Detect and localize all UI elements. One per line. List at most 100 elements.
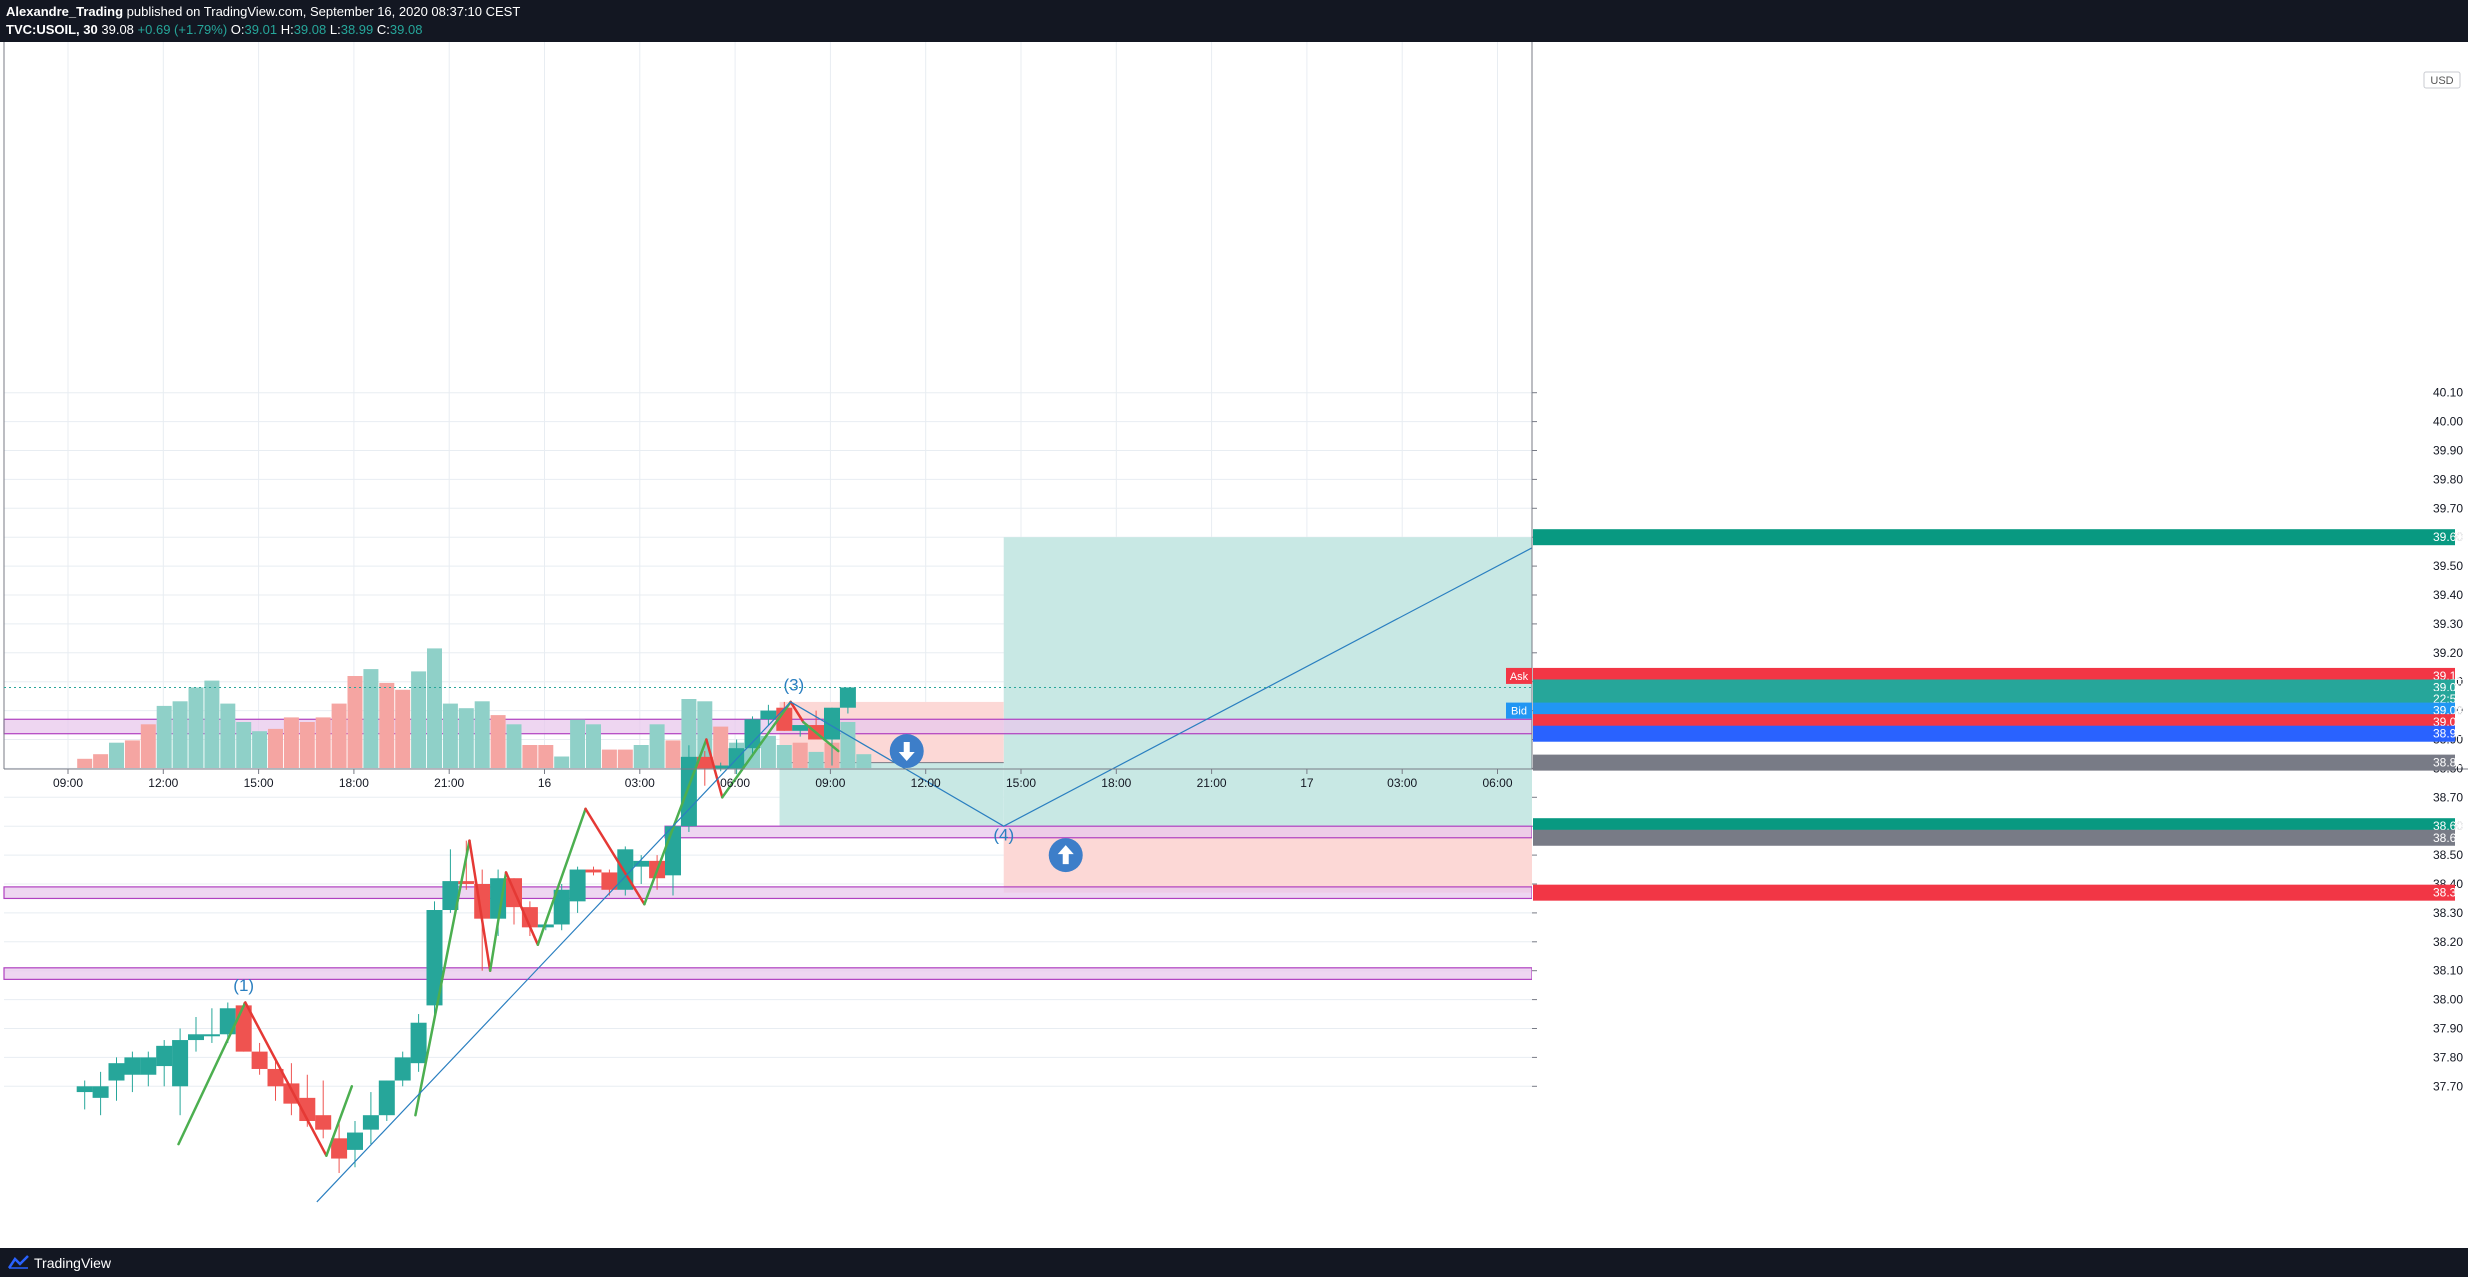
volume-bar <box>522 745 538 768</box>
price-tick-label: 39.20 <box>2433 646 2463 660</box>
zigzag-segment[interactable] <box>504 871 540 946</box>
volume-bar <box>347 676 363 768</box>
volume-bar <box>856 754 872 768</box>
price-label-bg <box>1533 829 2455 846</box>
price-tick-label: 38.30 <box>2433 906 2463 920</box>
price-label-text: 38.82 <box>2433 756 2463 770</box>
last-price: 39.08 <box>101 22 134 37</box>
price-label-bg <box>1533 754 2455 771</box>
currency-badge[interactable] <box>2423 71 2461 89</box>
candle <box>601 869 618 896</box>
arrow-up-icon <box>1048 838 1083 873</box>
publish-line: Alexandre_Trading published on TradingVi… <box>6 4 520 19</box>
volume-bar <box>395 689 411 768</box>
candle-body <box>203 1034 220 1037</box>
sr-zone[interactable] <box>664 825 1533 839</box>
candle <box>696 751 713 786</box>
axes: USD 37.70 37.80 37.90 38.00 38.10 38.20 38.30 38… <box>3 42 2468 1248</box>
zigzag-segment[interactable] <box>177 1001 247 1146</box>
candle <box>569 866 586 913</box>
symbol-line: TVC:USOIL, 30 39.08 +0.69 (+1.79%) O:39.… <box>6 22 422 37</box>
price-label: 38.37 <box>1533 884 2463 901</box>
author-name[interactable]: Alexandre_Trading <box>6 4 124 19</box>
price-tick-label: 38.70 <box>2433 790 2463 804</box>
candle <box>315 1080 332 1139</box>
candle-body <box>315 1115 332 1130</box>
zigzag-lines[interactable] <box>177 700 840 1157</box>
zigzag-segment[interactable] <box>789 700 805 724</box>
high-value: 39.08 <box>293 22 327 37</box>
candle-body <box>601 872 618 890</box>
zigzag-segment[interactable] <box>244 1001 328 1157</box>
candle <box>553 884 570 931</box>
volume-bar <box>188 687 204 768</box>
candle <box>394 1051 411 1087</box>
zigzag-segment[interactable] <box>584 807 646 906</box>
zigzag-segment[interactable] <box>325 1085 354 1157</box>
zigzag-segment[interactable] <box>414 839 471 1117</box>
publish-info: published on TradingView.com, September … <box>126 4 521 19</box>
price-label-text: 39.08 <box>2433 704 2463 718</box>
price-label: 38.96 <box>1533 725 2463 742</box>
candle-body <box>744 719 761 749</box>
tradingview-brand[interactable]: TradingView <box>34 1255 112 1271</box>
price-label-bg <box>1533 529 2455 546</box>
price-tick-label: 39.30 <box>2433 617 2463 631</box>
zigzag-segment[interactable] <box>802 720 840 753</box>
volume-bar <box>204 680 220 768</box>
arrow-glyph <box>1057 845 1074 865</box>
candle <box>760 704 777 726</box>
price-tick-label: 39.40 <box>2433 588 2463 602</box>
volume-bar <box>586 724 601 768</box>
volume-bar <box>283 717 299 768</box>
volume-bar <box>713 726 729 768</box>
zigzag-segment[interactable] <box>536 807 587 946</box>
high-label: H: <box>280 22 294 37</box>
zigzag-segment[interactable] <box>705 738 724 799</box>
sr-zone[interactable] <box>3 886 1533 900</box>
candle-body <box>267 1068 284 1087</box>
candle-body <box>331 1138 348 1159</box>
candle-body <box>140 1057 157 1075</box>
price-label: 39.60 <box>1533 529 2463 546</box>
candle <box>267 1057 284 1101</box>
price-tick-label: 38.10 <box>2433 964 2463 978</box>
volume-bar <box>363 669 379 768</box>
candle-body <box>251 1051 268 1069</box>
short-target-area[interactable] <box>779 762 1004 827</box>
chart-header: Alexandre_Trading published on TradingVi… <box>0 0 2468 42</box>
currency-label: USD <box>2430 75 2453 87</box>
volume-bar <box>792 742 808 768</box>
volume-bar <box>411 671 427 768</box>
candle <box>92 1071 109 1116</box>
candle-body <box>92 1086 109 1098</box>
volume-bar <box>109 742 124 768</box>
candle-body <box>824 707 840 740</box>
time-tick-label: 15:00 <box>1006 776 1036 790</box>
candle <box>442 849 459 913</box>
low-value: 38.99 <box>340 22 374 37</box>
price-chart[interactable]: (1)(3)(4)(5) USD37.7037.8037.9038.0038.1… <box>0 42 2468 1248</box>
candle-body <box>299 1097 316 1121</box>
zigzag-segment[interactable] <box>468 839 492 972</box>
candle <box>188 1016 204 1052</box>
volume-bar <box>840 722 856 768</box>
price-label-text: 39.08 <box>2433 680 2463 694</box>
candle-body <box>569 869 586 902</box>
zigzag-segment[interactable] <box>721 700 792 799</box>
zigzag-segment[interactable] <box>643 738 708 906</box>
price-label-bg <box>1533 884 2455 901</box>
price-tick-label: 37.80 <box>2433 1050 2463 1064</box>
symbol-name[interactable]: TVC:USOIL, 30 <box>6 22 98 37</box>
time-tick-label: 15:00 <box>244 776 274 790</box>
price-tick-label: 38.50 <box>2433 848 2463 862</box>
candle <box>124 1051 141 1093</box>
price-label-text: 39.12 <box>2433 669 2463 683</box>
candle <box>108 1057 125 1101</box>
time-tick-label: 03:00 <box>1387 776 1417 790</box>
price-tick-label: 39.90 <box>2433 444 2463 458</box>
zigzag-segment[interactable] <box>488 871 508 972</box>
candle-body <box>521 907 538 928</box>
volume-bar <box>760 735 776 768</box>
candle-body <box>839 687 856 708</box>
